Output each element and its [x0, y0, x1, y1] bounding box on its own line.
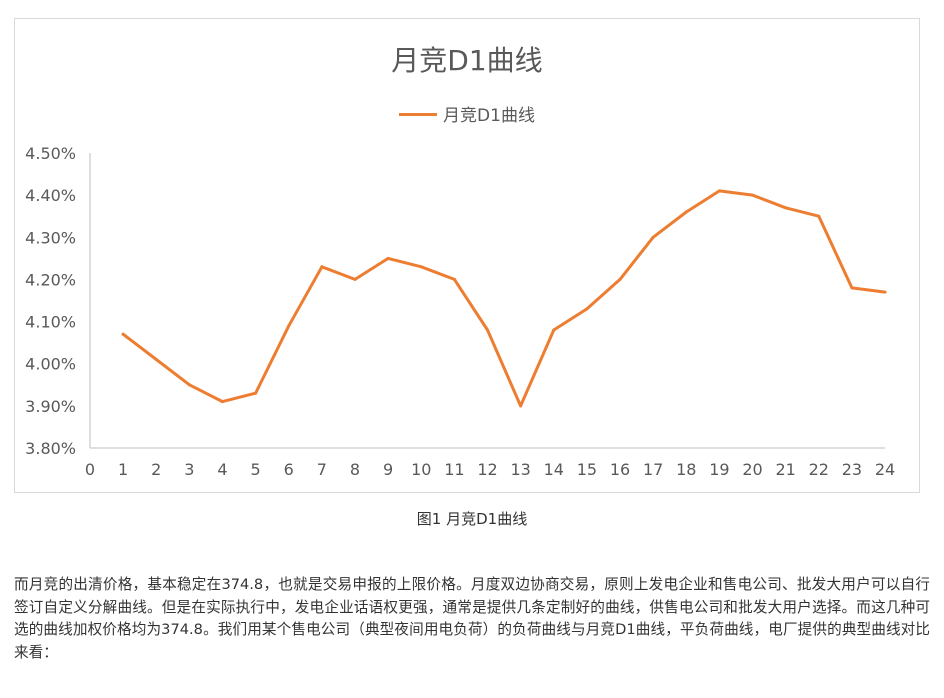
x-tick-label: 15 [577, 460, 597, 479]
x-tick-label: 16 [610, 460, 630, 479]
y-tick-label: 4.30% [25, 228, 76, 247]
data-point [320, 265, 324, 269]
x-tick-label: 20 [742, 460, 762, 479]
chart-legend: 月竞D1曲线 [15, 101, 919, 126]
data-point [519, 404, 523, 408]
data-point [618, 277, 622, 281]
series-layer [121, 189, 887, 408]
x-tick-label: 1 [118, 460, 128, 479]
x-tick-label: 22 [809, 460, 829, 479]
x-tick-label: 3 [184, 460, 194, 479]
series-line-0 [121, 189, 887, 408]
x-tick-label: 2 [151, 460, 161, 479]
x-axis: 0 1 2 3 4 5 6 7 8 9 10 11 12 13 14 15 16 17 18 19 20 21 22 23 24 [85, 447, 895, 479]
data-point [221, 400, 224, 404]
data-point [419, 265, 423, 269]
data-point [585, 307, 589, 311]
x-tick-label: 10 [411, 460, 431, 479]
figure-caption: 图1 月竞D1曲线 [416, 510, 528, 528]
data-point [121, 332, 125, 336]
x-tick-label: 8 [350, 460, 360, 479]
x-tick-label: 9 [383, 460, 393, 479]
x-tick-label: 14 [544, 460, 564, 479]
x-tick-label: 5 [251, 460, 261, 479]
x-tick-label: 18 [676, 460, 696, 479]
y-tick-label: 4.50% [25, 144, 76, 163]
x-tick-label: 12 [477, 460, 497, 479]
data-point [751, 193, 754, 197]
data-point [552, 328, 556, 332]
data-point [353, 277, 357, 281]
x-tick-label: 0 [85, 460, 95, 479]
data-point [717, 189, 721, 193]
data-point [254, 391, 258, 395]
x-tick-label: 19 [709, 460, 729, 479]
data-point [287, 324, 291, 328]
x-tick-label: 7 [317, 460, 327, 479]
legend-line-marker [399, 112, 438, 116]
chart-frame: 月竞D1曲线 月竞D1曲线 4.50% 4.40% 4.30% 4.20% 4.10% 4… [14, 18, 920, 493]
data-point [452, 277, 456, 281]
x-tick-label: 4 [217, 460, 227, 479]
data-point [187, 383, 191, 387]
y-tick-label: 3.80% [25, 439, 76, 458]
data-point [154, 358, 158, 361]
y-axis: 4.50% 4.40% 4.30% 4.20% 4.10% 4.00% 3.90% 3.80% [25, 144, 91, 458]
x-tick-label: 21 [775, 460, 795, 479]
data-point [651, 235, 655, 239]
x-tick-label: 23 [842, 460, 862, 479]
data-point [817, 214, 821, 218]
y-tick-label: 3.90% [25, 397, 76, 416]
legend-label: 月竞D1曲线 [443, 106, 535, 126]
data-point [684, 210, 688, 214]
data-point [850, 286, 854, 290]
x-tick-label: 6 [284, 460, 294, 479]
y-tick-label: 4.20% [25, 270, 76, 289]
data-point [784, 206, 788, 210]
data-point [486, 328, 489, 332]
body-paragraph: 而月竞的出清价格，基本稳定在374.8，也就是交易申报的上限价格。月度双边协商交… [14, 576, 930, 661]
data-point [883, 290, 887, 294]
y-tick-label: 4.40% [25, 186, 76, 205]
x-tick-label: 13 [510, 460, 530, 479]
line-chart-plot: 4.50% 4.40% 4.30% 4.20% 4.10% 4.00% 3.90% 3.80%… [25, 144, 895, 479]
x-tick-label: 17 [643, 460, 663, 479]
y-tick-label: 4.00% [25, 355, 76, 374]
chart-title: 月竞D1曲线 [391, 44, 543, 77]
data-point [386, 256, 390, 260]
x-tick-label: 11 [444, 460, 464, 479]
y-tick-label: 4.10% [25, 313, 76, 332]
x-tick-label: 24 [875, 460, 895, 479]
